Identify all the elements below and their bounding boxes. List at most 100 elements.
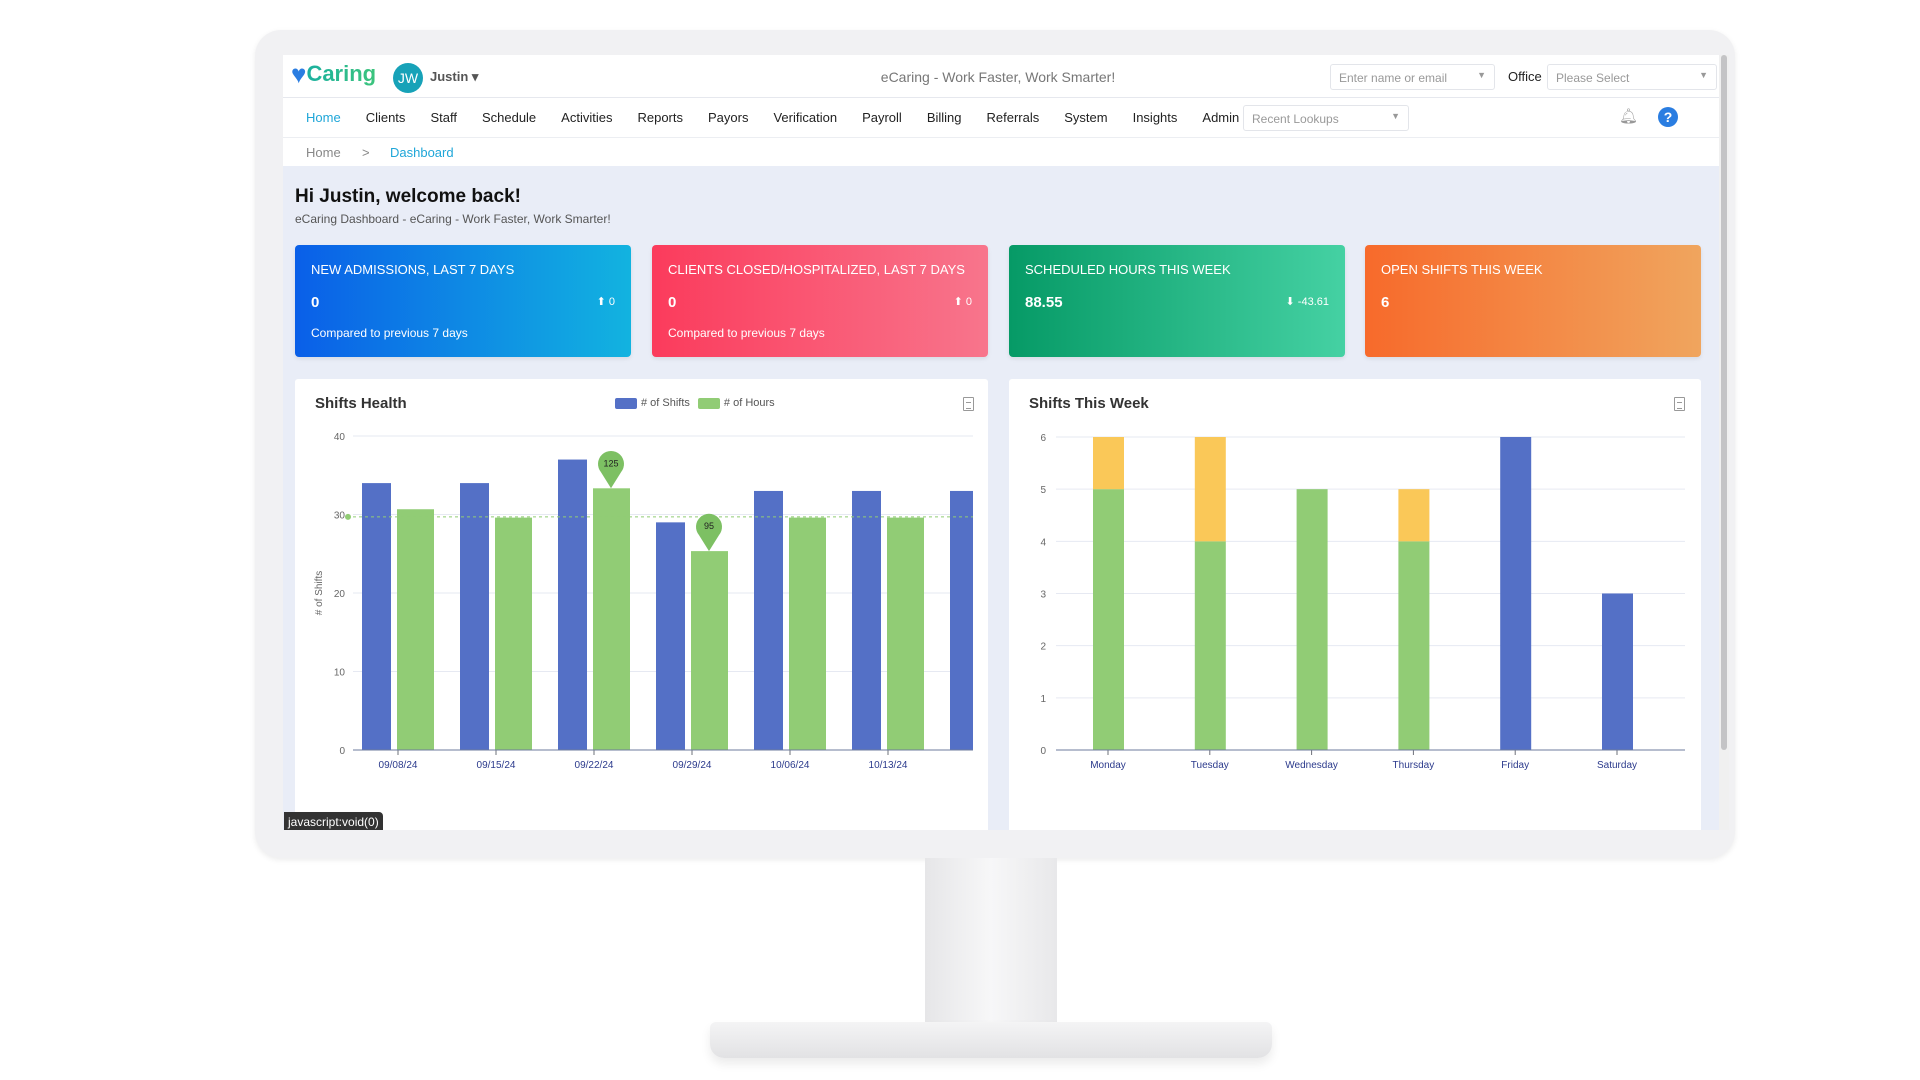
nav-item-schedule[interactable]: Schedule — [481, 110, 537, 125]
user-menu[interactable]: Justin ▾ — [430, 69, 478, 85]
bell-icon[interactable]: 🔔︎ — [1619, 108, 1639, 125]
stacked-bar-segment — [1500, 437, 1532, 750]
bar-shifts — [558, 459, 587, 750]
bar-shifts — [852, 490, 881, 750]
x-tick-label: 10 — [980, 760, 988, 771]
card-delta: ⬇ -43.61 — [1285, 296, 1329, 308]
y-tick-label: 5 — [1040, 485, 1046, 496]
avatar[interactable]: JW — [393, 63, 423, 93]
bar-hours — [593, 488, 630, 750]
caret-down-icon: ▼ — [1477, 70, 1486, 80]
stat-card[interactable]: OPEN SHIFTS THIS WEEK 6 — [1365, 245, 1701, 357]
page-subtitle: eCaring Dashboard - eCaring - Work Faste… — [295, 212, 611, 226]
bar-shifts — [460, 483, 489, 750]
scrollbar[interactable] — [1719, 55, 1729, 830]
x-tick-label: 10/06/24 — [771, 760, 810, 771]
y-tick-label: 10 — [334, 668, 346, 679]
card-delta: ⬆ 0 — [596, 296, 615, 308]
card-title: NEW ADMISSIONS, LAST 7 DAYS — [311, 262, 515, 277]
office-select[interactable]: Please Select ▼ — [1547, 64, 1717, 90]
nav-item-system[interactable]: System — [1064, 110, 1108, 125]
legend-item-shifts[interactable]: # of Shifts — [615, 397, 690, 409]
arrow-down-circle-icon: ⬇ — [1285, 296, 1295, 308]
stacked-bar-segment — [1194, 541, 1226, 750]
legend-item-hours[interactable]: # of Hours — [697, 397, 775, 409]
heart-logo-icon: ♥ — [291, 59, 307, 89]
card-compare: Compared to previous 7 days — [311, 326, 468, 340]
nav-item-referrals[interactable]: Referrals — [986, 110, 1040, 125]
markpoint-label: 125 — [603, 458, 618, 468]
office-label: Office — [1508, 69, 1542, 84]
y-tick-label: 4 — [1040, 537, 1046, 548]
card-value: 0 — [668, 294, 677, 311]
stat-card[interactable]: NEW ADMISSIONS, LAST 7 DAYS 0 ⬆ 0 Compared … — [295, 245, 631, 357]
stacked-bar-segment — [1093, 489, 1124, 750]
bar-hours — [691, 551, 728, 750]
nav-item-clients[interactable]: Clients — [365, 110, 406, 125]
card-title: CLIENTS CLOSED/HOSPITALIZED, LAST 7 DAYS — [668, 262, 965, 277]
bar-shifts — [656, 522, 685, 750]
caret-down-icon: ▼ — [1391, 111, 1400, 121]
office-placeholder: Please Select — [1556, 71, 1630, 85]
card-value: 0 — [311, 294, 320, 311]
nav-item-verification[interactable]: Verification — [773, 110, 838, 125]
bar-shifts — [754, 490, 783, 750]
export-document-icon[interactable] — [1674, 397, 1685, 411]
arrow-up-circle-icon: ⬆ — [953, 296, 963, 308]
shifts-this-week-panel: Shifts This Week 0 1 2 3 4 5 6 Monday Tuesday Wed… — [1009, 379, 1701, 830]
bar-shifts — [950, 490, 973, 750]
breadcrumb-home[interactable]: Home — [306, 145, 341, 160]
monitor-stand-base — [710, 1022, 1272, 1058]
card-title: OPEN SHIFTS THIS WEEK — [1381, 262, 1543, 277]
x-tick-label: Saturday — [1597, 760, 1637, 771]
x-tick-label: Thursday — [1393, 760, 1435, 771]
bar-hours — [397, 509, 434, 750]
y-tick-label: 0 — [1040, 746, 1046, 757]
breadcrumb: Home > Dashboard — [283, 138, 1719, 166]
nav-item-payroll[interactable]: Payroll — [862, 110, 902, 125]
stacked-bar-segment — [1296, 489, 1328, 750]
nav-item-insights[interactable]: Insights — [1132, 110, 1178, 125]
nav-item-activities[interactable]: Activities — [561, 110, 613, 125]
chart-title: Shifts This Week — [1029, 395, 1149, 412]
nav-item-reports[interactable]: Reports — [637, 110, 683, 125]
nav-item-payors[interactable]: Payors — [708, 110, 749, 125]
nav-item-billing[interactable]: Billing — [926, 110, 962, 125]
app-screen: ♥ Caring JW Justin ▾ eCaring - Work Faste… — [283, 55, 1729, 830]
page-title: Hi Justin, welcome back! — [295, 186, 521, 207]
y-tick-label: 3 — [1040, 590, 1046, 601]
stat-card[interactable]: SCHEDULED HOURS THIS WEEK 88.55 ⬇ -43.61 — [1009, 245, 1345, 357]
bar-hours — [495, 517, 532, 750]
shifts-health-chart: 0 10 20 30 40 # of Shifts 09/08/24 09/15/24 09/2… — [314, 432, 988, 771]
top-bar: ♥ Caring JW Justin ▾ eCaring - Work Faste… — [283, 55, 1719, 98]
shifts-health-panel: Shifts Health # of Shifts # of Hours 0 10… — [295, 379, 988, 830]
x-tick-label: Wednesday — [1285, 760, 1338, 771]
chart-legend: # of Shifts # of Hours — [615, 397, 775, 409]
search-input[interactable]: Enter name or email ▼ — [1330, 64, 1495, 90]
breadcrumb-current[interactable]: Dashboard — [390, 145, 454, 160]
export-document-icon[interactable] — [963, 397, 974, 411]
markpoint-pin — [598, 450, 624, 489]
main-nav: Home Clients Staff Schedule Activities Report… — [283, 98, 1719, 138]
nav-item-admin[interactable]: Admin — [1202, 110, 1240, 125]
nav-item-home[interactable]: Home — [306, 110, 341, 125]
y-tick-label: 0 — [339, 746, 345, 757]
recent-lookups-select[interactable]: Recent Lookups ▼ — [1243, 105, 1409, 131]
stat-card[interactable]: CLIENTS CLOSED/HOSPITALIZED, LAST 7 DAYS… — [652, 245, 988, 357]
nav-item-staff[interactable]: Staff — [430, 110, 457, 125]
status-tooltip: javascript:void(0) — [284, 812, 383, 830]
app-title: eCaring - Work Faster, Work Smarter! — [880, 69, 1116, 85]
help-icon[interactable]: ? — [1658, 107, 1678, 127]
y-tick-label: 2 — [1040, 642, 1046, 653]
y-axis-label: # of Shifts — [314, 571, 325, 615]
chevron-down-icon: ▾ — [471, 69, 479, 84]
logo[interactable]: ♥ Caring — [291, 61, 376, 87]
bars: 09/08/24 09/15/24 09/22/24 09/29/24 10/06/24… — [362, 459, 988, 771]
card-title: SCHEDULED HOURS THIS WEEK — [1025, 262, 1231, 277]
card-compare: Compared to previous 7 days — [668, 326, 825, 340]
y-tick-label: 6 — [1040, 433, 1046, 444]
stacked-bar-segment — [1194, 437, 1226, 542]
shifts-this-week-chart: 0 1 2 3 4 5 6 Monday Tuesday Wednesday Thursday Fri… — [1040, 433, 1685, 771]
recent-lookups-placeholder: Recent Lookups — [1252, 112, 1339, 126]
x-tick-label: 10/13/24 — [869, 760, 908, 771]
